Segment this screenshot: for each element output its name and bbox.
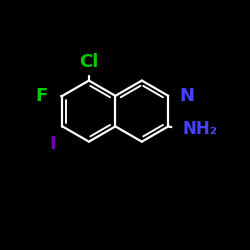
Text: NH₂: NH₂ (182, 120, 217, 138)
Text: F: F (35, 87, 47, 105)
Text: N: N (180, 87, 194, 105)
Text: I: I (50, 135, 56, 153)
Text: Cl: Cl (79, 53, 98, 71)
